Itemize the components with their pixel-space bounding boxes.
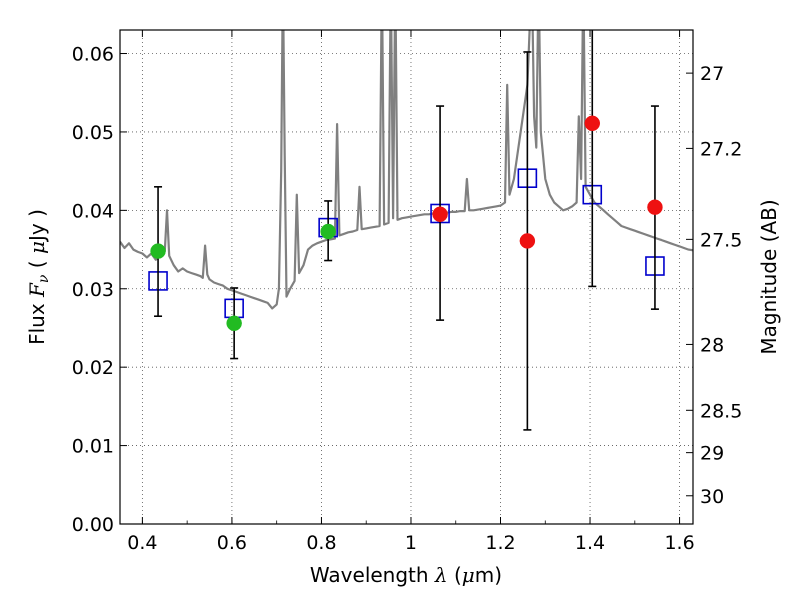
- axis-ticks: 0.4 0.6 0.8 1 1.2 1.4 1.6 0.00 0.01 0.02 0.03 0.04 0…: [72, 30, 742, 554]
- red-data-point: [519, 233, 536, 249]
- x-tick-label: 0.6: [217, 532, 247, 554]
- y-tick-label: 0.06: [72, 44, 114, 66]
- y2-tick-label: 27.5: [700, 229, 742, 251]
- y-tick-label: 0.03: [72, 279, 114, 301]
- x-tick-label: 0.4: [127, 532, 157, 554]
- y2-tick-label: 28: [700, 334, 724, 356]
- y-tick-label: 0.05: [72, 122, 114, 144]
- y-axis-title: Flux Fν ( μJy ): [25, 209, 52, 345]
- x-tick-label: 1.6: [664, 532, 694, 554]
- y-tick-label: 0.02: [72, 357, 114, 379]
- y-label-unit: Jy ): [25, 209, 49, 243]
- y-label-paren: (: [25, 254, 49, 275]
- y2-tick-label: 27.2: [700, 138, 742, 160]
- red-data-point: [432, 206, 448, 223]
- plot-background: [120, 30, 693, 524]
- y2-tick-label: 30: [700, 486, 724, 508]
- x-tick-label: 1.2: [485, 532, 515, 554]
- y-label-mu: μ: [25, 241, 49, 254]
- red-data-point: [584, 115, 601, 132]
- x-axis-title: Wavelength λ (μm): [310, 563, 502, 587]
- spectrum-line: [120, 30, 693, 310]
- x-label-mu: μ: [462, 563, 475, 587]
- y-label-text: Flux: [25, 297, 49, 345]
- y-tick-label: 0.01: [72, 436, 114, 458]
- x-tick-label: 0.8: [306, 532, 336, 554]
- green-data-point: [226, 315, 242, 332]
- data-layer: [120, 30, 693, 431]
- x-tick-label: 1.4: [575, 532, 605, 554]
- x-label-unit: m): [475, 563, 502, 587]
- y-label-nu: ν: [36, 274, 52, 283]
- y2-tick-label: 27: [700, 63, 724, 85]
- x-label-lambda: λ: [434, 563, 448, 587]
- green-data-point: [320, 223, 336, 240]
- y2-tick-label: 29: [700, 443, 724, 465]
- plot-frame: [119, 29, 694, 525]
- y-tick-label: 0.00: [72, 514, 114, 536]
- red-data-point: [647, 199, 663, 215]
- y-label-f: F: [25, 282, 49, 298]
- y-tick-label: 0.04: [72, 200, 114, 222]
- x-label-paren: (: [448, 563, 462, 587]
- y2-axis-title: Magnitude (AB): [757, 199, 781, 354]
- y2-tick-label: 28.5: [700, 400, 742, 422]
- x-label-text: Wavelength: [310, 563, 435, 587]
- green-data-point: [150, 243, 166, 259]
- x-tick-label: 1: [405, 532, 417, 554]
